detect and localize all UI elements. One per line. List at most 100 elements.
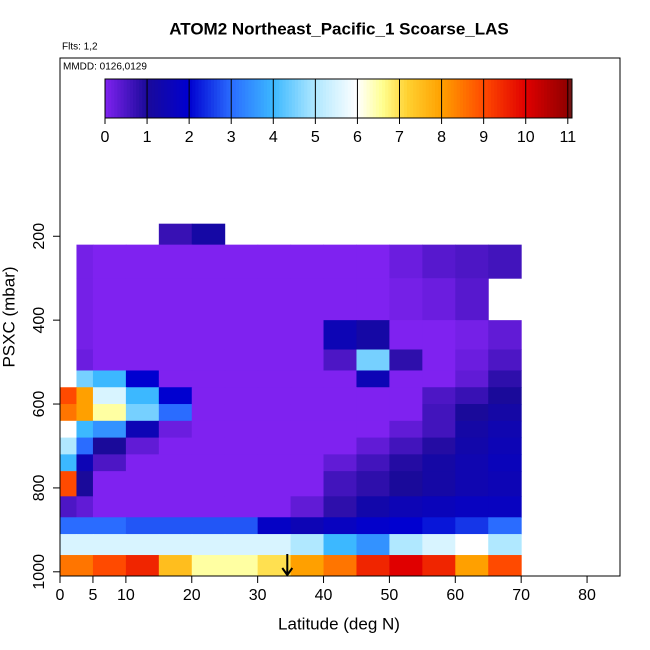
colorbar-tick-label: 1	[143, 129, 152, 146]
heat-cell	[191, 320, 226, 351]
heat-cell	[455, 420, 489, 439]
heat-cell	[125, 370, 160, 388]
heat-cell	[290, 534, 325, 556]
heat-cell	[455, 496, 489, 518]
heat-cell	[389, 387, 423, 405]
colorbar-segment	[157, 79, 162, 118]
colorbar-segment	[547, 79, 551, 118]
colorbar-segment	[210, 79, 215, 118]
heat-cell	[158, 420, 193, 439]
heat-cell	[323, 471, 357, 497]
colorbar-segment	[506, 79, 511, 118]
marker-arrow	[281, 554, 294, 577]
heat-cell	[92, 534, 127, 556]
heat-cell	[290, 370, 325, 388]
heat-cell	[422, 454, 456, 472]
heat-cell	[76, 278, 94, 321]
heat-cell	[323, 534, 357, 556]
heat-cell	[60, 471, 77, 497]
colorbar-segment	[129, 79, 134, 118]
colorbar-segment	[419, 79, 424, 118]
colorbar-segment	[282, 79, 287, 118]
heat-cell	[92, 496, 127, 518]
colorbar-segment	[413, 79, 417, 118]
heatmap	[60, 223, 522, 577]
heat-cell	[191, 420, 226, 439]
colorbar-segment	[133, 79, 137, 118]
heat-cell	[323, 555, 357, 577]
plot-frame	[59, 57, 621, 577]
annotation: MMDD: 0126,0129	[63, 62, 147, 73]
heat-cell	[488, 555, 522, 577]
heat-cell	[76, 437, 94, 455]
heat-cell	[488, 320, 522, 351]
heat-cell	[76, 349, 94, 371]
heat-cell	[455, 387, 489, 405]
colorbar-segment	[170, 79, 174, 118]
colorbar-segment	[531, 79, 536, 118]
heat-cell	[224, 404, 259, 422]
chart-title: ATOM2 Northeast_Pacific_1 Scoarse_LAS	[169, 19, 509, 38]
colorbar-segment	[354, 79, 358, 118]
heat-cell	[488, 534, 522, 556]
heat-cell	[60, 496, 77, 518]
colorbar-segment	[447, 79, 452, 118]
colorbar-segment	[304, 79, 308, 118]
heat-cell	[422, 278, 456, 321]
heat-cell	[356, 320, 390, 351]
heat-cell	[323, 454, 357, 472]
heat-cell	[257, 320, 292, 351]
heat-cell	[125, 387, 160, 405]
colorbar-segment	[319, 79, 324, 118]
heat-cell	[224, 278, 259, 321]
colorbar-segment	[285, 79, 290, 118]
colorbar-segment	[332, 79, 336, 118]
colorbar-tick-label: 9	[479, 129, 488, 146]
colorbar-segment	[151, 79, 156, 118]
x-tick-label: 0	[56, 587, 65, 604]
colorbar-segment	[422, 79, 427, 118]
heat-cell	[76, 555, 94, 577]
heat-cell	[224, 437, 259, 455]
heat-cell	[224, 496, 259, 518]
colorbar-segment	[207, 79, 212, 118]
heat-cell	[389, 370, 423, 388]
heat-cell	[125, 404, 160, 422]
colorbar-segment	[425, 79, 430, 118]
heat-cell	[125, 555, 160, 577]
heat-cell	[455, 437, 489, 455]
colorbar-segment	[195, 79, 199, 118]
colorbar-segment	[105, 79, 109, 118]
colorbar-segment	[136, 79, 140, 118]
heat-cell	[125, 420, 160, 439]
heat-cell	[422, 349, 456, 371]
heat-cell	[257, 370, 292, 388]
heat-cell	[488, 244, 522, 279]
colorbar-segment	[341, 79, 346, 118]
heat-cell	[455, 454, 489, 472]
colorbar-segment	[260, 79, 265, 118]
heat-cell	[422, 437, 456, 455]
colorbar-segment	[198, 79, 203, 118]
colorbar-segment	[487, 79, 492, 118]
colorbar-segment	[226, 79, 231, 118]
colorbar-segment	[182, 79, 187, 118]
colorbar-segment	[189, 79, 193, 118]
colorbar-segment	[562, 79, 567, 118]
heat-cell	[356, 278, 390, 321]
y-tick-label: 800	[31, 474, 48, 501]
heat-cell	[76, 454, 94, 472]
colorbar-segment	[161, 79, 165, 118]
colorbar-segment	[326, 79, 330, 118]
heat-cell	[389, 404, 423, 422]
colorbar-segment	[556, 79, 561, 118]
colorbar-segment	[201, 79, 206, 118]
heat-cell	[224, 349, 259, 371]
heat-cell	[158, 387, 193, 405]
colorbar-segment	[416, 79, 420, 118]
heat-cell	[257, 349, 292, 371]
x-tick-label: 80	[578, 587, 596, 604]
heat-cell	[422, 404, 456, 422]
heat-cell	[125, 320, 160, 351]
colorbar-segment	[263, 79, 268, 118]
